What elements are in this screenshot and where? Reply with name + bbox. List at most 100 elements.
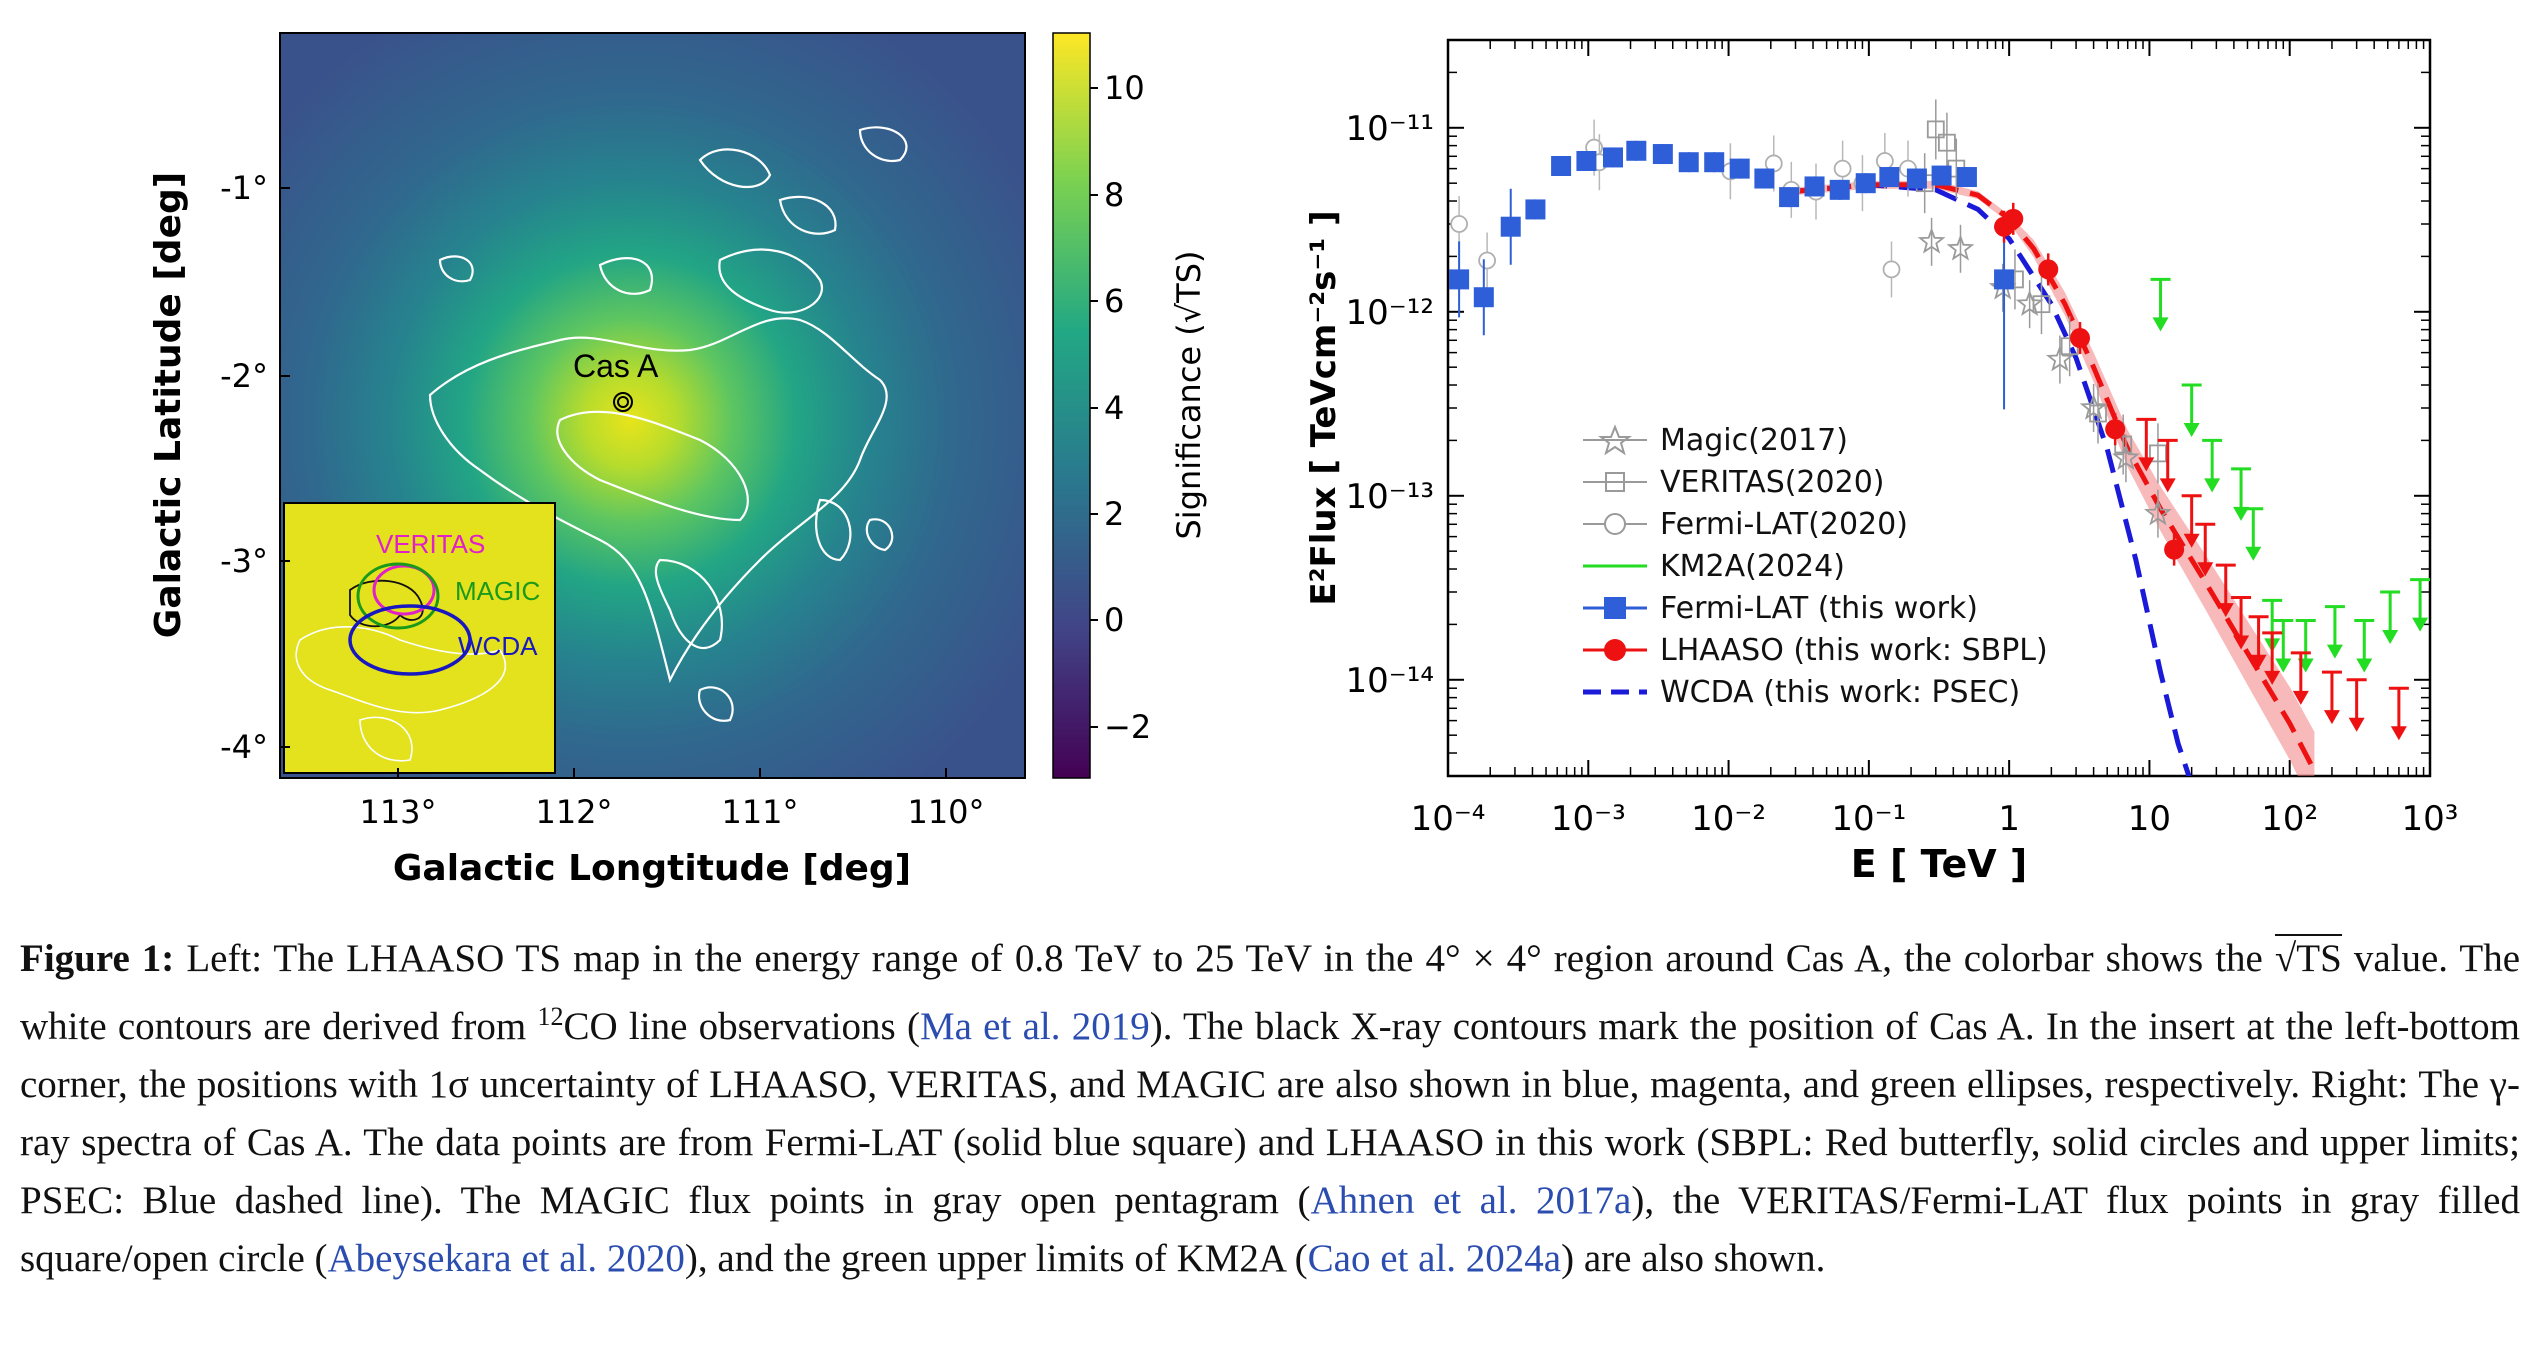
- x-tick-label: 1: [1998, 799, 2020, 839]
- legend-label: Fermi-LAT(2020): [1660, 507, 1908, 542]
- veritas-point: [2089, 404, 2107, 423]
- map-x-tick-label: 110°: [907, 793, 984, 831]
- legend-entry-veritas: VERITAS(2020): [1583, 465, 1885, 500]
- caption-text: Left: The LHAASO TS map in the energy ra…: [186, 937, 2275, 980]
- veritas-point: [2032, 295, 2051, 314]
- citation-link[interactable]: Cao et al. 2024a: [1307, 1237, 1562, 1280]
- map-x-tick-label: 111°: [721, 793, 798, 831]
- caption-label: Figure 1:: [20, 937, 175, 980]
- legend-entry-wcda: WCDA (this work: PSEC): [1583, 675, 2020, 710]
- inset-label-magic: MAGIC: [455, 576, 540, 606]
- legend-label: LHAASO (this work: SBPL): [1660, 633, 2048, 668]
- magic-point: [2144, 498, 2172, 526]
- map-x-axis-label: Galactic Longtitude [deg]: [393, 848, 911, 889]
- fermi-this-point: [1754, 168, 1775, 189]
- fermi-this-point: [1626, 140, 1647, 161]
- magic-point: [2079, 393, 2108, 420]
- ts-map: Cas A VERITAS MAGIC WCDA: [148, 32, 1208, 889]
- fermi-this-point: [1829, 179, 1850, 200]
- magic-ellipse: [356, 562, 440, 630]
- citation-link[interactable]: Ma et al. 2019: [919, 1005, 1150, 1048]
- fermi-this-point: [1779, 187, 1800, 208]
- citation-link[interactable]: Abeysekara et al. 2020: [327, 1237, 685, 1280]
- colorbar-gradient: [1052, 32, 1091, 779]
- lhaaso-point: [2070, 328, 2091, 349]
- legend-entry-km2a: KM2A(2024): [1583, 549, 1845, 584]
- source-label: Cas A: [573, 348, 659, 384]
- lhaaso-point: [2105, 419, 2126, 440]
- colorbar-tick-label: 0: [1104, 601, 1124, 639]
- caption-text: ), the VERITAS/Fermi-LAT flux points in …: [20, 1179, 2520, 1280]
- map-frame: [279, 32, 1026, 779]
- veritas-point: [1937, 133, 1956, 152]
- y-tick-label: 10⁻¹²: [1346, 293, 1434, 333]
- x-tick-label: 10⁻⁴: [1411, 799, 1486, 839]
- legend-entry-fermi-this: Fermi-LAT (this work): [1583, 591, 1978, 626]
- wcda-ellipse: [348, 604, 472, 676]
- chart-x-axis-label: E [ TeV ]: [1851, 842, 2027, 886]
- lhaaso-point: [2038, 259, 2059, 280]
- lhaaso-upper-limit-arrow: [2250, 654, 2267, 669]
- map-x-tick-label: 112°: [535, 793, 612, 831]
- fermi-this-point: [1500, 216, 1521, 237]
- legend-label: Fermi-LAT (this work): [1660, 591, 1978, 626]
- caption-text: ). The black X-ray contours mark the pos…: [20, 1005, 2521, 1222]
- x-tick-label: 10: [2128, 799, 2171, 839]
- km2a-upper-limit-arrow: [2382, 630, 2399, 644]
- colorbar-tick-label: 2: [1104, 495, 1124, 533]
- map-y-tick-label: -4°: [220, 728, 268, 766]
- km2a-upper-limit-arrow: [2412, 617, 2429, 632]
- fermi2020-point: [1882, 260, 1901, 279]
- co-contours: [428, 126, 908, 722]
- fermi-this-point: [1602, 147, 1623, 168]
- inset-label-veritas: VERITAS: [376, 529, 485, 559]
- magic-point: [1946, 234, 1975, 261]
- magic-point: [1917, 227, 1946, 254]
- lhaaso-upper-limit-arrow: [2348, 717, 2365, 732]
- legend-entry-lhaaso: LHAASO (this work: SBPL): [1583, 633, 2048, 668]
- legend-label: Magic(2017): [1660, 423, 1848, 458]
- colorbar-tick-label: 4: [1104, 389, 1124, 427]
- fermi-this-point: [1449, 269, 1470, 290]
- x-tick-label: 10⁻³: [1551, 799, 1626, 839]
- caption-text: CO line observations (: [563, 1005, 920, 1048]
- figure-area: Cas A VERITAS MAGIC WCDA: [148, 32, 2459, 889]
- chart-y-axis-label: E²Flux [ TeVcm⁻²s⁻¹ ]: [1304, 210, 1344, 605]
- colorbar-tick-label: −2: [1104, 708, 1151, 746]
- citation-link[interactable]: Ahnen et al. 2017a: [1310, 1179, 1632, 1222]
- km2a-upper-limit-arrow: [2275, 658, 2292, 673]
- caption-text: ), and the green upper limits of KM2A (: [684, 1237, 1308, 1280]
- lhaaso-upper-limit-arrow: [2264, 670, 2281, 685]
- fermi-this-point: [1994, 269, 2015, 290]
- chart-marks: [1449, 99, 2430, 776]
- magic-point: [2046, 345, 2074, 372]
- xray-contours: [613, 392, 633, 412]
- fermi-this-point: [1855, 173, 1876, 194]
- lhaaso-upper-limit-arrow: [2233, 635, 2250, 650]
- colorbar-tick-label: 8: [1104, 176, 1124, 214]
- km2a-upper-limit-arrow: [2152, 317, 2169, 332]
- caption-text: value. The white contours are derived fr…: [20, 937, 2520, 1048]
- km2a-upper-limit-arrow: [2245, 546, 2262, 561]
- chart-y-ticks: 10⁻¹¹ 10⁻¹² 10⁻¹³ 10⁻¹⁴: [1346, 39, 2430, 777]
- fermi-this-point: [1525, 199, 1546, 220]
- fermi2020-point: [1875, 152, 1894, 170]
- fermi-this-point: [1551, 155, 1572, 176]
- figure-svg: Cas A VERITAS MAGIC WCDA: [148, 32, 2459, 889]
- legend-label: VERITAS(2020): [1660, 465, 1885, 500]
- caption-text: ) are also shown.: [1561, 1237, 1826, 1280]
- map-y-tick-label: -1°: [220, 169, 268, 207]
- lhaaso-upper-limit-arrow: [2323, 710, 2340, 725]
- fermi-this-point: [1729, 158, 1750, 179]
- lhaaso-point: [2003, 208, 2024, 229]
- y-tick-label: 10⁻¹¹: [1346, 109, 1434, 149]
- fermi2020-point: [1478, 251, 1497, 270]
- fermi2020-point: [1833, 159, 1852, 178]
- fermi-this-point: [1804, 176, 1825, 197]
- magic-point: [2015, 289, 2044, 317]
- chart-x-ticks: 10⁻⁴ 10⁻³ 10⁻² 10⁻¹ 1 10 10² 10³: [1411, 40, 2459, 839]
- chart-legend: Magic(2017) VERITAS(2020) Fermi-LAT(2020…: [1583, 423, 2048, 710]
- x-tick-label: 10³: [2402, 799, 2459, 839]
- colorbar-label: Significance (√TS): [1170, 251, 1208, 540]
- legend-entry-magic: Magic(2017): [1583, 423, 1848, 458]
